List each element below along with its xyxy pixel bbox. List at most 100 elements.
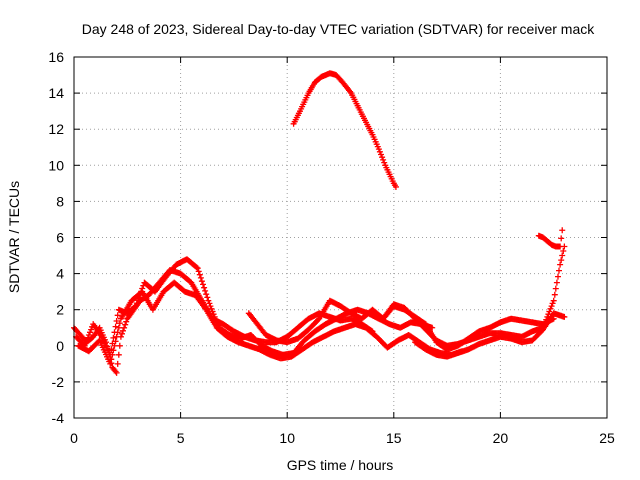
data-point <box>551 291 558 298</box>
data-point <box>206 300 213 307</box>
x-tick-label: 25 <box>599 430 615 446</box>
series-track-6 <box>412 310 568 360</box>
data-point <box>381 159 388 166</box>
data-point <box>107 360 114 367</box>
series-track-7 <box>290 70 399 190</box>
plot-area <box>71 70 568 376</box>
data-point <box>85 332 92 338</box>
data-point <box>195 268 202 275</box>
y-tick-label: 2 <box>56 302 64 318</box>
data-point <box>110 334 117 341</box>
series-track-4 <box>245 297 557 353</box>
data-point <box>196 271 203 278</box>
y-tick-label: 8 <box>56 193 64 209</box>
data-point <box>112 338 119 345</box>
data-point <box>194 265 201 272</box>
data-point <box>378 151 384 158</box>
grid-lines <box>73 56 608 419</box>
data-point <box>201 284 208 291</box>
data-point <box>559 227 566 234</box>
data-point <box>376 148 383 155</box>
data-point <box>123 318 130 325</box>
data-point <box>550 297 557 304</box>
x-tick-label: 10 <box>279 430 295 446</box>
y-tick-label: 6 <box>56 230 64 246</box>
data-point <box>547 305 554 312</box>
data-point <box>207 303 214 310</box>
data-point <box>546 308 553 315</box>
x-axis-label: GPS time / hours <box>287 457 394 473</box>
data-point <box>560 248 567 254</box>
data-point <box>210 311 217 318</box>
data-point <box>83 337 90 344</box>
data-point <box>200 281 206 288</box>
data-point <box>380 156 387 163</box>
data-point <box>392 183 399 190</box>
chart-title: Day 248 of 2023, Sidereal Day-to-day VTE… <box>82 21 595 37</box>
data-point <box>204 294 211 301</box>
data-point <box>120 327 126 334</box>
data-point <box>111 342 118 349</box>
data-point <box>559 252 566 259</box>
series-track-5 <box>380 243 568 349</box>
data-point <box>122 321 129 328</box>
data-point <box>114 312 121 319</box>
data-point <box>375 146 382 153</box>
data-point <box>133 300 140 307</box>
data-point <box>88 326 95 333</box>
data-point <box>555 273 561 280</box>
data-point <box>203 291 210 298</box>
data-point <box>197 274 204 281</box>
axis-ticks: 0 5 10 15 20 25 -4 -2 0 2 4 6 8 10 12 14 16 <box>48 49 615 446</box>
data-point <box>115 351 122 358</box>
data-point <box>121 324 128 331</box>
y-tick-label: 10 <box>48 157 64 173</box>
data-point <box>119 330 125 337</box>
data-point <box>561 313 568 320</box>
data-point <box>552 285 559 292</box>
data-point <box>545 311 552 318</box>
data-point <box>113 318 120 324</box>
y-tick-label: 14 <box>48 85 64 101</box>
data-point <box>132 303 139 310</box>
data-point <box>87 329 93 336</box>
data-point <box>114 360 121 367</box>
data-point <box>112 323 119 330</box>
data-point <box>553 279 560 286</box>
y-tick-label: 16 <box>48 49 64 65</box>
data-point <box>549 300 556 307</box>
data-point <box>116 320 123 327</box>
data-point <box>84 334 91 341</box>
x-tick-label: 20 <box>493 430 509 446</box>
data-point <box>108 356 115 363</box>
y-tick-label: -2 <box>52 374 65 390</box>
x-tick-label: 5 <box>177 430 185 446</box>
data-point <box>114 329 121 336</box>
plot-border <box>73 56 608 419</box>
data-point <box>82 340 89 347</box>
data-point <box>202 287 209 294</box>
data-point <box>193 264 200 271</box>
data-point <box>109 351 116 358</box>
data-point <box>557 243 564 250</box>
y-tick-label: -4 <box>52 410 65 426</box>
y-tick-label: 0 <box>56 338 64 354</box>
data-point <box>115 324 122 331</box>
data-point <box>131 304 138 310</box>
data-point <box>113 369 120 376</box>
x-tick-label: 15 <box>386 430 402 446</box>
data-point <box>557 261 564 268</box>
data-point <box>548 303 555 310</box>
data-point <box>198 278 205 285</box>
data-point <box>116 342 123 349</box>
y-tick-label: 12 <box>48 121 64 137</box>
y-tick-label: 4 <box>56 266 64 282</box>
data-point <box>209 308 216 315</box>
data-point <box>556 267 562 274</box>
series-track-8 <box>535 227 566 250</box>
data-point <box>205 297 212 304</box>
data-point <box>558 257 565 264</box>
x-tick-label: 0 <box>70 430 78 446</box>
y-axis-label: SDTVAR / TECUs <box>6 181 22 293</box>
